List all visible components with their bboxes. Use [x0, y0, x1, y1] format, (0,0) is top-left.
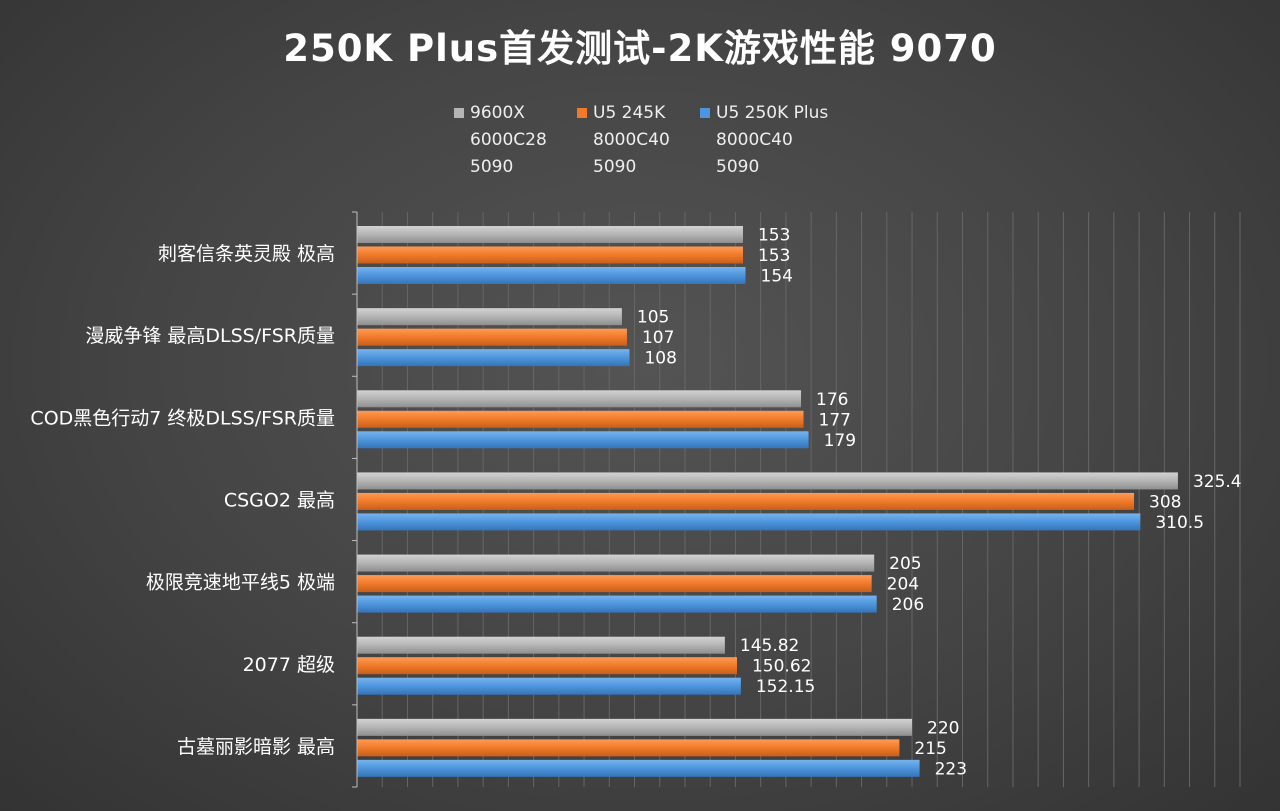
legend: 9600X 6000C28 5090 U5 245K 8000C40 5090 U5 250… [454, 100, 828, 181]
legend-item: 9600X 6000C28 5090 [454, 100, 577, 181]
bar [357, 390, 802, 408]
bar [357, 308, 622, 326]
data-label: 177 [819, 410, 851, 430]
data-label: 206 [892, 595, 924, 615]
bar [357, 492, 1135, 510]
data-label: 205 [889, 554, 921, 574]
bar [357, 739, 900, 757]
legend-text: 8000C40 [593, 130, 670, 150]
legend-swatch [454, 108, 464, 118]
category-label: COD黑色行动7 终极DLSS/FSR质量 [30, 407, 335, 429]
bars [357, 226, 1178, 777]
category-label: 古墓丽影暗影 最高 [177, 736, 335, 758]
bar [357, 718, 913, 736]
bar [357, 636, 725, 654]
bar [357, 410, 804, 428]
data-label: 308 [1149, 492, 1181, 512]
legend-text: 9600X [454, 100, 577, 127]
bar [357, 267, 746, 284]
data-label: 215 [914, 739, 946, 759]
legend-text: U5 245K [577, 100, 700, 127]
category-label: 极限竞速地平线5 极端 [146, 572, 335, 594]
bar [357, 349, 630, 367]
bar [357, 595, 877, 613]
data-label: 108 [644, 349, 676, 369]
data-label: 150.62 [752, 657, 811, 677]
bar [357, 472, 1178, 490]
category-label: CSGO2 最高 [224, 490, 335, 512]
legend-text: 8000C40 [716, 130, 793, 150]
data-label: 107 [642, 328, 674, 348]
bar [357, 328, 627, 346]
legend-text: U5 250K Plus [700, 100, 828, 127]
category-label: 漫威争锋 最高DLSS/FSR质量 [85, 325, 335, 347]
legend-item: U5 245K 8000C40 5090 [577, 100, 700, 181]
legend-swatch [700, 108, 710, 118]
legend-item: U5 250K Plus 8000C40 5090 [700, 100, 828, 181]
bar [357, 246, 743, 264]
data-label: 220 [927, 718, 959, 738]
bar [357, 575, 872, 593]
category-label: 刺客信条英灵殿 极高 [158, 243, 335, 265]
bar [357, 431, 809, 449]
data-label: 105 [637, 308, 669, 328]
data-label: 176 [816, 390, 848, 410]
data-label: 223 [935, 759, 967, 779]
legend-text: 5090 [593, 157, 637, 177]
data-label: 152.15 [756, 677, 815, 697]
data-label: 153 [758, 246, 790, 266]
data-label: 153 [758, 226, 790, 246]
data-label: 204 [887, 575, 919, 595]
bar [357, 513, 1141, 531]
bar [357, 677, 741, 695]
legend-swatch [577, 108, 587, 118]
data-label: 325.4 [1193, 472, 1242, 492]
bar [357, 554, 875, 572]
legend-text: 5090 [716, 157, 760, 177]
bar [357, 226, 743, 243]
legend-text: 6000C28 [470, 130, 547, 150]
category-label: 2077 超级 [243, 654, 335, 676]
data-label: 154 [761, 267, 793, 287]
data-label: 145.82 [740, 636, 799, 656]
bar [357, 759, 920, 777]
data-label: 310.5 [1155, 513, 1204, 533]
legend-text: 5090 [470, 157, 514, 177]
chart-title: 250K Plus首发测试-2K游戏性能 9070 [283, 27, 997, 70]
data-label: 179 [824, 431, 856, 451]
bar [357, 657, 737, 675]
